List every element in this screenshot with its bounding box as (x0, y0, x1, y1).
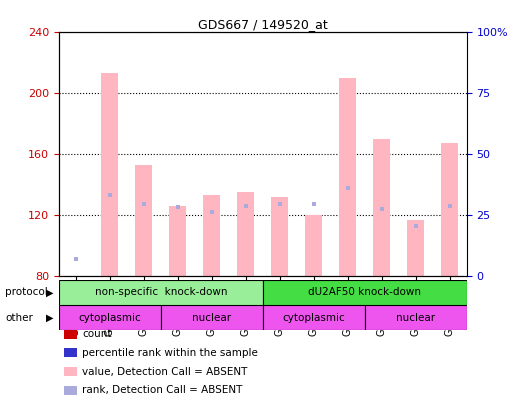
Bar (373, 139, 390, 276)
Text: protocol: protocol (5, 288, 48, 297)
Text: ▶: ▶ (46, 313, 54, 322)
Bar (169, 206, 186, 276)
Text: rank, Detection Call = ABSENT: rank, Detection Call = ABSENT (82, 385, 243, 395)
Text: nuclear: nuclear (396, 313, 436, 322)
Bar (271, 197, 288, 276)
Title: GDS667 / 149520_at: GDS667 / 149520_at (198, 18, 328, 31)
Bar (59, 305, 161, 330)
Text: count: count (82, 329, 112, 339)
Bar (238, 192, 254, 276)
Bar (59, 280, 263, 305)
Bar (441, 143, 458, 276)
Bar (263, 280, 467, 305)
Bar (204, 195, 221, 276)
Bar (340, 78, 357, 276)
Bar (365, 305, 467, 330)
Text: cytoplasmic: cytoplasmic (283, 313, 345, 322)
Text: dU2AF50 knock-down: dU2AF50 knock-down (308, 288, 421, 297)
Text: cytoplasmic: cytoplasmic (78, 313, 142, 322)
Text: value, Detection Call = ABSENT: value, Detection Call = ABSENT (82, 367, 247, 377)
Bar (161, 305, 263, 330)
Text: non-specific  knock-down: non-specific knock-down (95, 288, 227, 297)
Bar (263, 305, 365, 330)
Text: percentile rank within the sample: percentile rank within the sample (82, 348, 258, 358)
Bar (305, 215, 322, 276)
Bar (135, 165, 152, 276)
Bar (102, 73, 119, 276)
Text: nuclear: nuclear (192, 313, 231, 322)
Text: other: other (5, 313, 33, 322)
Text: ▶: ▶ (46, 288, 54, 297)
Bar (407, 220, 424, 276)
